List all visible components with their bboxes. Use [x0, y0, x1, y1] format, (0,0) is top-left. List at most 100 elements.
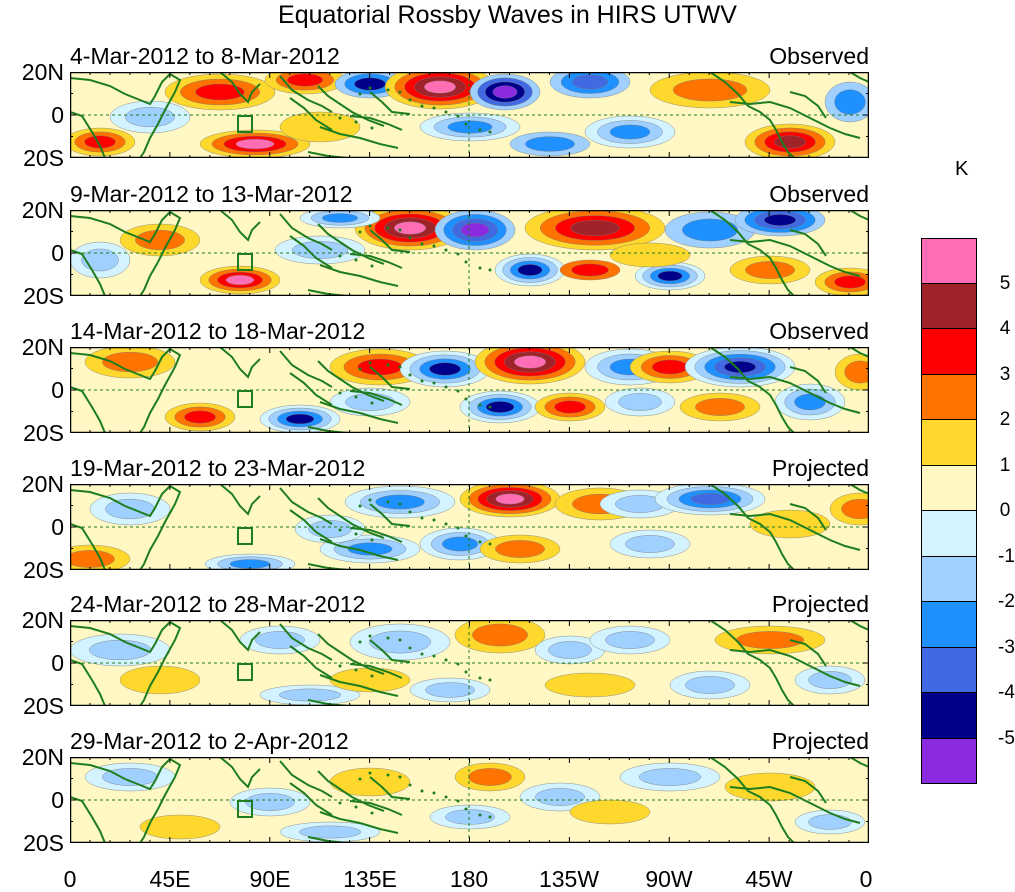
panel-date-range: 14-Mar-2012 to 18-Mar-2012	[70, 318, 366, 344]
anomaly-contour	[605, 631, 655, 649]
anomaly-contour	[570, 220, 620, 236]
coastline	[237, 527, 253, 545]
anomaly-contour	[292, 241, 348, 259]
coastline	[849, 484, 869, 495]
coastline	[289, 509, 333, 543]
island	[432, 654, 436, 658]
anomaly-contour	[834, 275, 866, 289]
coastline	[319, 401, 399, 424]
anomaly-contour	[285, 413, 315, 425]
anomaly-contour	[235, 138, 275, 150]
island	[368, 771, 372, 775]
anomaly-contour	[357, 358, 403, 376]
island	[386, 226, 390, 230]
colorbar-tick-label: -4	[998, 682, 1015, 703]
coastline	[317, 633, 385, 675]
island	[398, 638, 402, 642]
anomaly-contour	[682, 218, 738, 242]
panel-status: Observed	[769, 43, 869, 69]
colorbar-tick-label: -2	[998, 591, 1015, 612]
coastline	[279, 75, 333, 113]
island	[444, 658, 448, 662]
island	[478, 403, 482, 407]
coastline	[349, 527, 403, 543]
island	[432, 381, 436, 385]
anomaly-contour	[125, 106, 175, 128]
anomaly-contour	[685, 676, 735, 694]
coastline	[369, 91, 411, 115]
colorbar-swatch	[921, 693, 977, 739]
island	[408, 373, 412, 377]
coastline	[789, 229, 827, 257]
anomaly-contour	[139, 814, 221, 840]
coastline	[317, 360, 385, 402]
island	[354, 395, 358, 399]
panel-status: Observed	[769, 181, 869, 207]
anomaly-contour	[517, 264, 543, 276]
lat-label: 20N	[21, 471, 64, 497]
island	[408, 510, 412, 514]
lon-label: 90W	[645, 866, 693, 892]
anomaly-contour	[657, 270, 683, 282]
lat-label: 20N	[21, 59, 64, 85]
coastline	[289, 235, 333, 269]
anomaly-map	[70, 484, 869, 570]
coastline	[789, 503, 827, 531]
island	[358, 777, 362, 781]
coastline	[219, 72, 261, 104]
coastline	[279, 487, 333, 525]
map-panel: 24-Mar-2012 to 28-Mar-2012 Projected 20N 0 2…	[22, 591, 869, 718]
anomaly-contour	[70, 550, 115, 568]
coastline	[237, 115, 253, 133]
coastline	[70, 72, 182, 158]
anomaly-contour	[424, 80, 456, 94]
coastline	[289, 372, 333, 406]
island	[354, 258, 358, 262]
island	[354, 532, 358, 536]
anomaly-map	[70, 210, 869, 296]
island	[444, 385, 448, 389]
coastline	[289, 782, 333, 816]
coastline	[70, 484, 182, 570]
anomaly-contour	[554, 400, 586, 414]
island	[420, 379, 424, 383]
lat-label: 20S	[23, 557, 64, 583]
anomaly-map	[70, 347, 869, 433]
coastline	[369, 229, 411, 253]
island	[338, 801, 342, 805]
coastline	[709, 347, 795, 433]
island	[358, 92, 362, 96]
island	[478, 813, 482, 817]
anomaly-contour	[569, 799, 651, 825]
island	[398, 502, 402, 506]
island	[488, 405, 492, 409]
panel-status: Projected	[771, 591, 869, 617]
lat-label: 0	[51, 377, 64, 403]
colorbar-unit: K	[955, 158, 969, 180]
colorbar-tick-label: -3	[998, 636, 1015, 658]
island	[488, 815, 492, 819]
anomaly-contour	[572, 74, 608, 90]
lat-label: 20S	[23, 145, 64, 171]
anomaly-contour	[287, 73, 323, 87]
island	[370, 401, 374, 405]
coastline	[789, 91, 827, 119]
colorbar-swatch	[921, 420, 977, 466]
map-panel: 9-Mar-2012 to 13-Mar-2012 Observed 20N 0 20S	[22, 181, 869, 308]
coastline	[709, 72, 795, 158]
coastline	[349, 800, 403, 816]
lat-label: 20N	[21, 197, 64, 223]
anomaly-contour	[347, 542, 393, 556]
anomaly-contour	[571, 263, 609, 277]
anomaly-contour	[794, 393, 826, 411]
anomaly-contour	[808, 814, 852, 830]
island	[464, 534, 468, 538]
island	[488, 130, 492, 134]
colorbar-swatch	[921, 465, 977, 511]
lat-label: 0	[51, 102, 64, 128]
lon-label: 45W	[745, 866, 793, 892]
coastline	[279, 623, 333, 661]
anomaly-contour	[808, 671, 852, 689]
island	[408, 98, 412, 102]
anomaly-contour	[442, 536, 478, 552]
